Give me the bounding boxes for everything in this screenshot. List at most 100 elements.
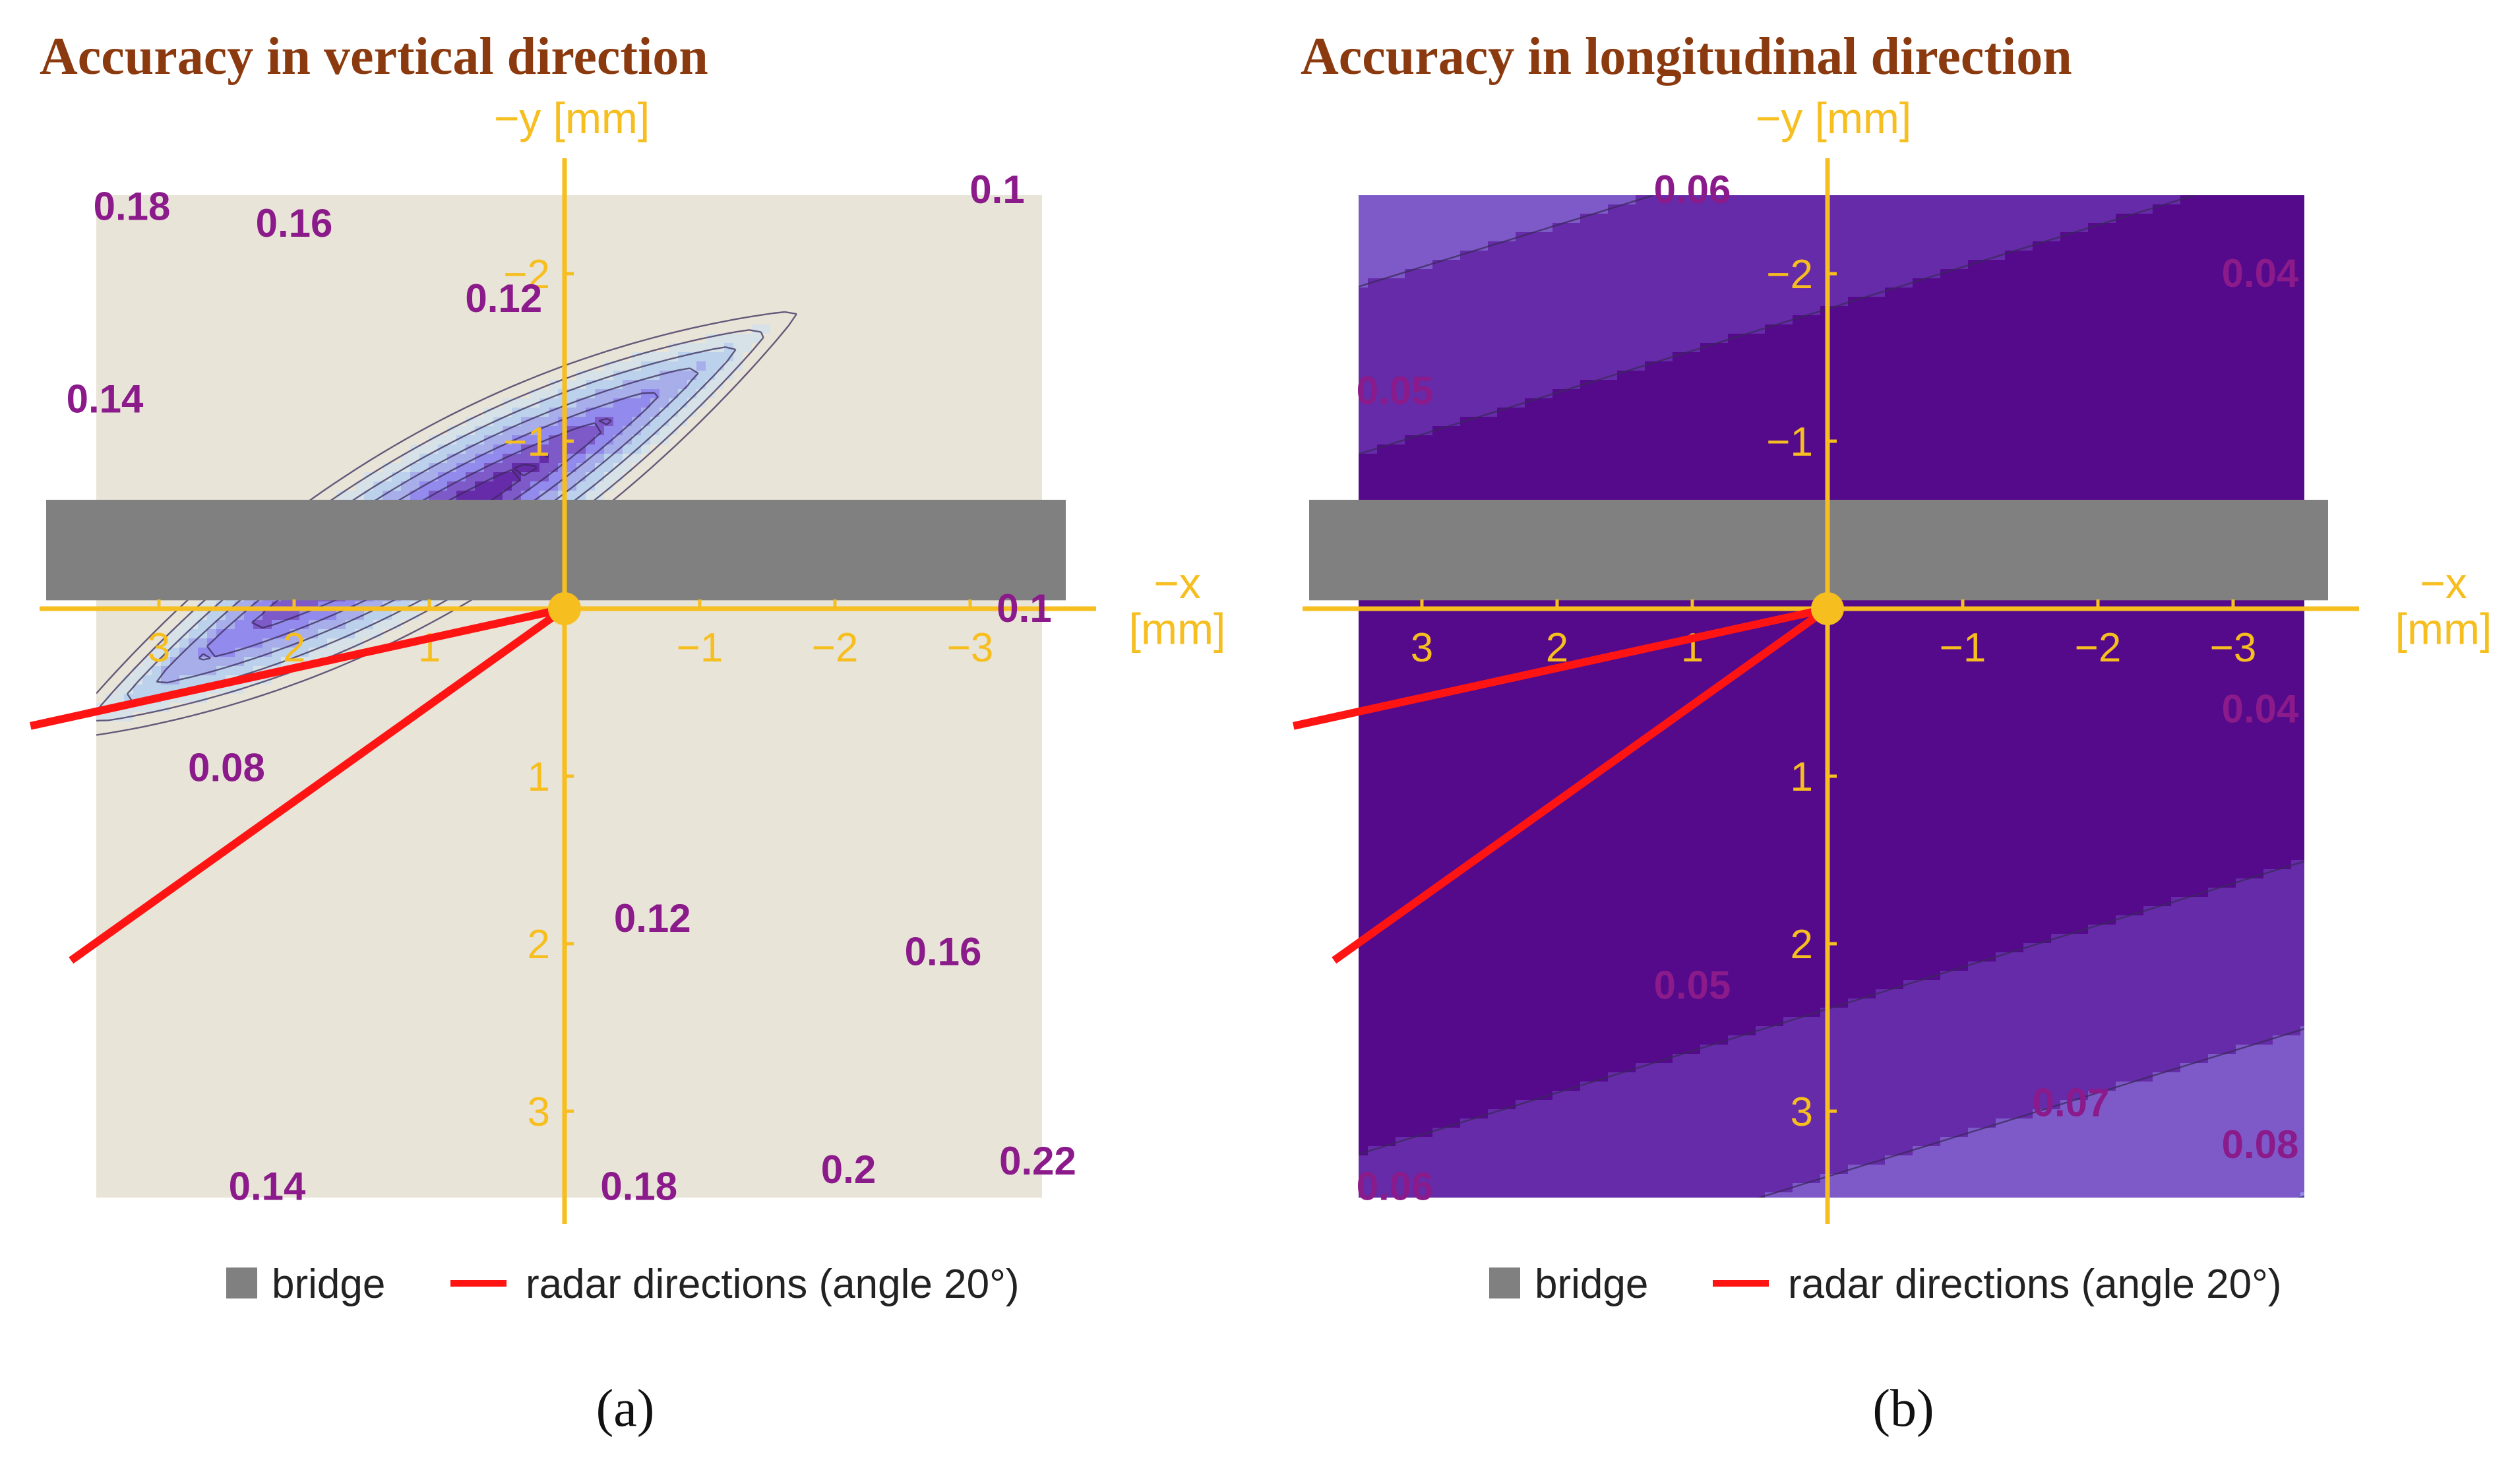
contour-cell bbox=[318, 925, 328, 934]
contour-cell bbox=[327, 823, 337, 833]
contour-cell bbox=[503, 361, 512, 371]
contour-cell bbox=[447, 278, 457, 288]
contour-cell bbox=[179, 371, 189, 381]
contour-cell bbox=[226, 214, 235, 224]
contour-cell bbox=[438, 241, 448, 251]
contour-cell bbox=[447, 1100, 457, 1110]
contour-cell bbox=[336, 463, 346, 473]
contour-cell bbox=[512, 731, 522, 741]
contour-cell bbox=[438, 740, 448, 750]
contour-cell bbox=[133, 841, 143, 851]
contour-cell bbox=[189, 1174, 199, 1184]
contour-cell bbox=[318, 934, 328, 944]
contour-cell bbox=[309, 1128, 319, 1138]
contour-cell bbox=[475, 675, 485, 685]
contour-cell bbox=[96, 371, 106, 381]
contour-cell bbox=[161, 971, 171, 981]
contour-cell bbox=[290, 731, 300, 741]
contour-cell bbox=[235, 214, 245, 224]
contour-cell bbox=[226, 989, 235, 999]
contour-cell bbox=[235, 1128, 245, 1138]
contour-cell bbox=[152, 1017, 162, 1027]
contour-cell bbox=[401, 214, 411, 224]
contour-cell bbox=[336, 906, 346, 916]
contour-cell bbox=[262, 1118, 272, 1128]
contour-cell bbox=[364, 1054, 374, 1064]
contour-cell bbox=[198, 1008, 208, 1018]
contour-cell bbox=[438, 1118, 448, 1128]
contour-cell bbox=[272, 454, 282, 464]
contour-cell bbox=[106, 481, 115, 491]
contour-cell bbox=[170, 841, 180, 851]
contour-cell bbox=[466, 971, 476, 981]
contour-cell bbox=[299, 897, 309, 907]
contour-cell bbox=[336, 685, 346, 694]
contour-cell bbox=[189, 980, 199, 990]
contour-cell bbox=[484, 204, 494, 214]
contour-cell bbox=[364, 1183, 374, 1193]
contour-cell bbox=[364, 878, 374, 888]
contour-cell bbox=[272, 1017, 282, 1027]
contour-cell bbox=[438, 297, 448, 307]
contour-cell bbox=[226, 1165, 235, 1175]
contour-cell bbox=[346, 768, 355, 778]
contour-cell bbox=[226, 426, 235, 436]
contour-cell bbox=[161, 832, 171, 842]
contour-cell bbox=[244, 611, 254, 621]
contour-cell bbox=[429, 1137, 439, 1147]
contour-cell bbox=[466, 361, 476, 371]
contour-cell bbox=[438, 675, 448, 685]
contour-cell bbox=[392, 805, 402, 814]
contour-cell bbox=[429, 426, 439, 436]
contour-cell bbox=[198, 1183, 208, 1193]
contour-cell bbox=[281, 472, 291, 482]
contour-cell bbox=[281, 1045, 291, 1054]
contour-cell bbox=[235, 851, 245, 861]
contour-cell bbox=[336, 223, 346, 233]
contour-cell bbox=[503, 805, 512, 814]
contour-cell bbox=[272, 1109, 282, 1119]
contour-cell bbox=[115, 232, 125, 242]
contour-cell bbox=[198, 408, 208, 417]
contour-cell bbox=[512, 241, 522, 251]
contour-cell bbox=[318, 1146, 328, 1156]
contour-cell bbox=[161, 731, 171, 741]
contour-cell bbox=[216, 343, 226, 353]
contour-cell bbox=[152, 943, 162, 953]
contour-cell bbox=[124, 629, 134, 639]
contour-cell bbox=[346, 1118, 355, 1128]
contour-cell bbox=[226, 1063, 235, 1073]
contour-cell bbox=[392, 629, 402, 639]
contour-cell bbox=[401, 731, 411, 741]
contour-cell bbox=[327, 454, 337, 464]
contour-cell bbox=[216, 805, 226, 814]
contour-cell bbox=[235, 952, 245, 962]
contour-cell bbox=[419, 971, 429, 981]
contour-cell bbox=[447, 814, 457, 824]
contour-cell bbox=[272, 1118, 282, 1128]
contour-cell bbox=[493, 214, 503, 224]
contour-cell bbox=[170, 444, 180, 454]
contour-cell bbox=[152, 851, 162, 861]
contour-cell bbox=[383, 703, 392, 713]
contour-cell bbox=[401, 426, 411, 436]
contour-cell bbox=[253, 998, 263, 1008]
contour-cell bbox=[142, 1026, 152, 1036]
contour-cell bbox=[503, 685, 512, 694]
contour-cell bbox=[96, 1100, 106, 1110]
contour-cell bbox=[170, 749, 180, 759]
contour-cell bbox=[189, 1017, 199, 1027]
contour-cell bbox=[161, 878, 171, 888]
contour-cell bbox=[364, 195, 374, 205]
contour-cell bbox=[272, 712, 282, 722]
contour-cell bbox=[318, 361, 328, 371]
contour-cell bbox=[383, 915, 392, 925]
contour-cell bbox=[179, 657, 189, 667]
contour-cell bbox=[493, 481, 503, 491]
contour-cell bbox=[281, 989, 291, 999]
contour-cell bbox=[484, 241, 494, 251]
contour-cell bbox=[290, 1054, 300, 1064]
contour-cell bbox=[161, 925, 171, 934]
contour-cell bbox=[152, 1100, 162, 1110]
contour-cell bbox=[106, 232, 115, 242]
